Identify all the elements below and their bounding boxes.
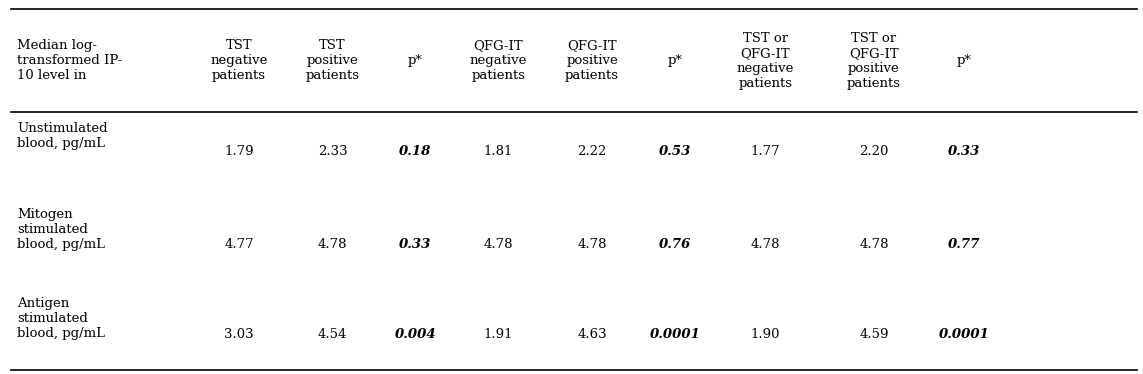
Text: 4.78: 4.78: [318, 239, 347, 251]
Text: 0.004: 0.004: [394, 328, 437, 341]
Text: 1.79: 1.79: [224, 145, 254, 158]
Text: 4.59: 4.59: [860, 328, 888, 341]
Text: 0.77: 0.77: [948, 239, 981, 251]
Text: Mitogen
stimulated
blood, pg/mL: Mitogen stimulated blood, pg/mL: [17, 208, 105, 251]
Text: 0.33: 0.33: [948, 145, 981, 158]
Text: 0.53: 0.53: [658, 145, 692, 158]
Text: 4.78: 4.78: [577, 239, 607, 251]
Text: 1.90: 1.90: [751, 328, 780, 341]
Text: TST
positive
patients: TST positive patients: [305, 39, 360, 82]
Text: Unstimulated
blood, pg/mL: Unstimulated blood, pg/mL: [17, 122, 107, 150]
Text: 2.22: 2.22: [577, 145, 607, 158]
Text: 4.78: 4.78: [751, 239, 780, 251]
Text: 4.54: 4.54: [318, 328, 347, 341]
Text: TST or
QFG-IT
positive
patients: TST or QFG-IT positive patients: [847, 32, 901, 90]
Text: 0.0001: 0.0001: [938, 328, 990, 341]
Text: Antigen
stimulated
blood, pg/mL: Antigen stimulated blood, pg/mL: [17, 297, 105, 340]
Text: 2.20: 2.20: [860, 145, 888, 158]
Text: 4.78: 4.78: [860, 239, 888, 251]
Text: Median log-
transformed IP-
10 level in: Median log- transformed IP- 10 level in: [17, 39, 122, 82]
Text: 4.63: 4.63: [577, 328, 607, 341]
Text: QFG-IT
negative
patients: QFG-IT negative patients: [470, 39, 527, 82]
Text: 1.81: 1.81: [483, 145, 513, 158]
Text: 2.33: 2.33: [318, 145, 347, 158]
Text: 1.77: 1.77: [751, 145, 780, 158]
Text: 3.03: 3.03: [224, 328, 254, 341]
Text: p*: p*: [668, 54, 682, 67]
Text: 0.33: 0.33: [399, 239, 432, 251]
Text: TST
negative
patients: TST negative patients: [210, 39, 267, 82]
Text: p*: p*: [408, 54, 423, 67]
Text: QFG-IT
positive
patients: QFG-IT positive patients: [565, 39, 620, 82]
Text: 1.91: 1.91: [483, 328, 513, 341]
Text: 0.0001: 0.0001: [649, 328, 701, 341]
Text: 0.18: 0.18: [399, 145, 432, 158]
Text: 4.78: 4.78: [483, 239, 513, 251]
Text: 0.76: 0.76: [658, 239, 692, 251]
Text: 4.77: 4.77: [224, 239, 254, 251]
Text: TST or
QFG-IT
negative
patients: TST or QFG-IT negative patients: [736, 32, 794, 90]
Text: p*: p*: [957, 54, 972, 67]
